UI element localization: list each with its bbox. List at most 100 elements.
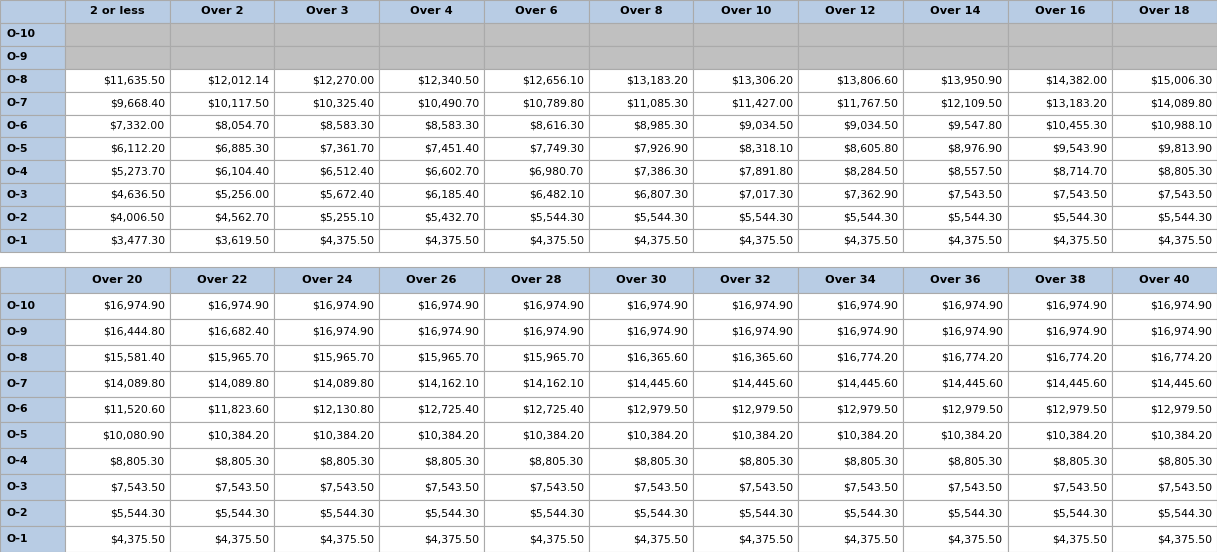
Text: $8,805.30: $8,805.30 [1053, 457, 1107, 466]
Bar [0, 183, 65, 206]
Bar [1112, 206, 1217, 229]
Bar [0, 448, 65, 474]
Bar [484, 115, 589, 137]
Text: $14,445.60: $14,445.60 [1045, 379, 1107, 389]
Text: $10,384.20: $10,384.20 [313, 431, 375, 440]
Text: $5,544.30: $5,544.30 [528, 213, 584, 222]
Bar [694, 448, 798, 474]
Bar [484, 206, 589, 229]
Bar [589, 137, 694, 161]
Bar [589, 370, 694, 396]
Text: $14,089.80: $14,089.80 [1150, 98, 1212, 108]
Text: $16,974.90: $16,974.90 [313, 301, 375, 311]
Bar [0, 0, 65, 23]
Bar [484, 229, 589, 252]
Bar [694, 526, 798, 552]
Text: $5,544.30: $5,544.30 [1157, 213, 1212, 222]
Text: $14,089.80: $14,089.80 [102, 379, 164, 389]
Text: $12,725.40: $12,725.40 [522, 405, 584, 415]
Bar [380, 422, 484, 448]
Bar [589, 115, 694, 137]
Text: $15,965.70: $15,965.70 [522, 353, 584, 363]
Text: $13,806.60: $13,806.60 [836, 75, 898, 85]
Bar [903, 229, 1008, 252]
Text: $4,375.50: $4,375.50 [1053, 236, 1107, 246]
Text: $15,965.70: $15,965.70 [313, 353, 375, 363]
Bar [798, 229, 903, 252]
Bar [903, 396, 1008, 422]
Text: O-10: O-10 [6, 301, 35, 311]
Text: $4,375.50: $4,375.50 [843, 534, 898, 544]
Bar [903, 206, 1008, 229]
Bar [589, 293, 694, 319]
Text: $4,375.50: $4,375.50 [843, 236, 898, 246]
Text: $15,965.70: $15,965.70 [208, 353, 270, 363]
Bar [380, 46, 484, 69]
Bar [65, 161, 169, 183]
Text: $8,805.30: $8,805.30 [1157, 167, 1212, 177]
Bar [484, 370, 589, 396]
Text: $16,974.90: $16,974.90 [627, 327, 689, 337]
Text: $7,386.30: $7,386.30 [633, 167, 689, 177]
Bar [1112, 69, 1217, 92]
Text: Over 18: Over 18 [1139, 7, 1190, 17]
Bar [1008, 500, 1112, 526]
Text: Over 10: Over 10 [720, 7, 770, 17]
Bar [65, 46, 169, 69]
Text: $16,365.60: $16,365.60 [731, 353, 793, 363]
Text: O-9: O-9 [6, 52, 28, 62]
Text: $7,543.50: $7,543.50 [633, 482, 689, 492]
Text: $8,805.30: $8,805.30 [738, 457, 793, 466]
Bar [694, 115, 798, 137]
Bar [0, 526, 65, 552]
Bar [903, 526, 1008, 552]
Text: $4,636.50: $4,636.50 [110, 190, 164, 200]
Bar [484, 500, 589, 526]
Text: $16,974.90: $16,974.90 [1045, 301, 1107, 311]
Text: $5,544.30: $5,544.30 [633, 213, 689, 222]
Bar [798, 370, 903, 396]
Bar [694, 319, 798, 345]
Bar [169, 345, 275, 370]
Bar [694, 396, 798, 422]
Text: $10,384.20: $10,384.20 [941, 431, 1003, 440]
Text: O-8: O-8 [6, 75, 28, 85]
Text: Over 34: Over 34 [825, 275, 876, 285]
Bar [798, 115, 903, 137]
Bar [275, 500, 380, 526]
Bar [380, 229, 484, 252]
Text: $16,974.90: $16,974.90 [522, 327, 584, 337]
Bar [65, 293, 169, 319]
Text: $16,774.20: $16,774.20 [836, 353, 898, 363]
Bar [169, 46, 275, 69]
Text: $4,375.50: $4,375.50 [1157, 534, 1212, 544]
Bar [903, 500, 1008, 526]
Bar [169, 267, 275, 293]
Bar [380, 206, 484, 229]
Bar [0, 293, 65, 319]
Text: O-1: O-1 [6, 534, 28, 544]
Text: $9,547.80: $9,547.80 [948, 121, 1003, 131]
Bar [484, 293, 589, 319]
Bar [903, 448, 1008, 474]
Text: $8,805.30: $8,805.30 [319, 457, 375, 466]
Text: Over 16: Over 16 [1034, 7, 1086, 17]
Text: $6,512.40: $6,512.40 [319, 167, 375, 177]
Text: $8,985.30: $8,985.30 [633, 121, 689, 131]
Text: $5,544.30: $5,544.30 [1053, 213, 1107, 222]
Bar [589, 69, 694, 92]
Bar [1112, 474, 1217, 500]
Text: $12,109.50: $12,109.50 [941, 98, 1003, 108]
Text: $9,668.40: $9,668.40 [110, 98, 164, 108]
Bar [380, 293, 484, 319]
Text: O-9: O-9 [6, 327, 28, 337]
Text: O-4: O-4 [6, 457, 28, 466]
Bar [484, 526, 589, 552]
Text: $8,805.30: $8,805.30 [633, 457, 689, 466]
Bar [1112, 422, 1217, 448]
Text: $7,543.50: $7,543.50 [1157, 482, 1212, 492]
Bar [903, 345, 1008, 370]
Text: $16,774.20: $16,774.20 [1045, 353, 1107, 363]
Bar [65, 92, 169, 115]
Bar [275, 206, 380, 229]
